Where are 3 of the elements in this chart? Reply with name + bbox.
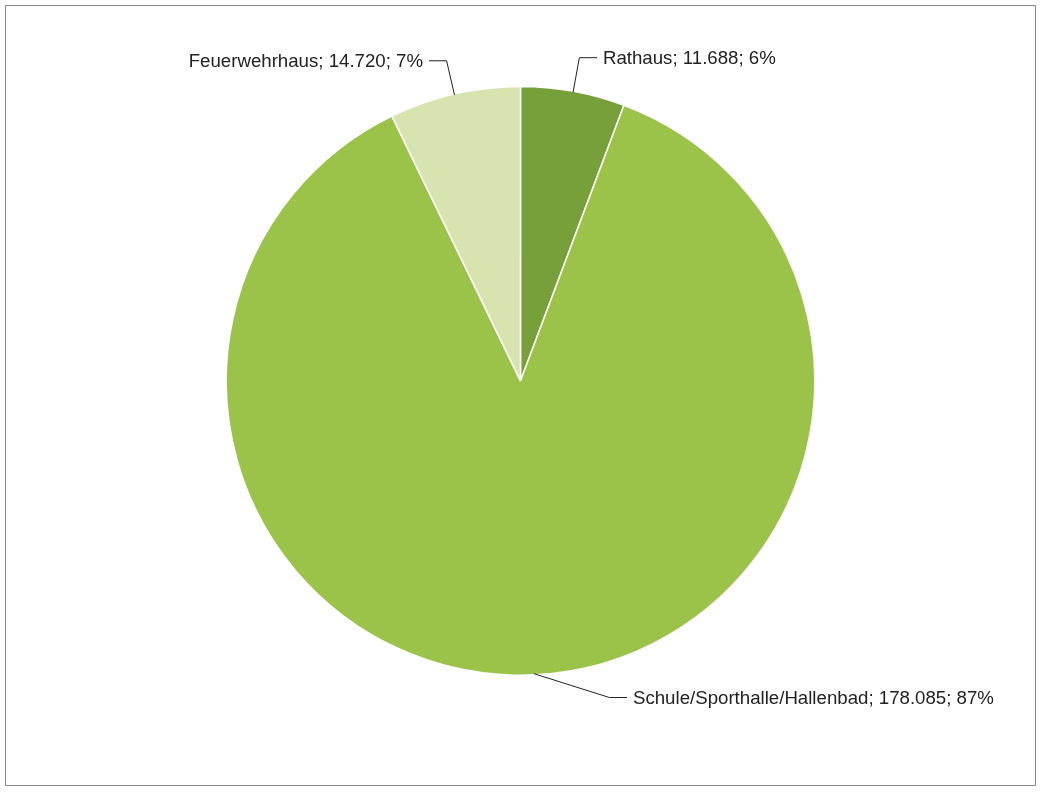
slice-label: Feuerwehrhaus; 14.720; 7% bbox=[188, 50, 424, 72]
slice-label: Rathaus; 11.688; 6% bbox=[602, 47, 776, 69]
slice-label: Schule/Sporthalle/Hallenbad; 178.085; 87% bbox=[632, 687, 994, 709]
